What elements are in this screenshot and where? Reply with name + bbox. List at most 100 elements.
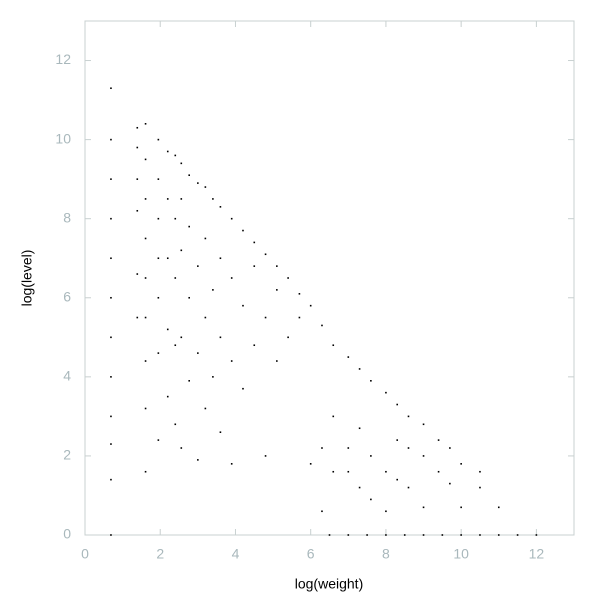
point xyxy=(321,324,323,327)
point xyxy=(144,277,147,279)
point xyxy=(370,498,372,501)
point xyxy=(136,178,139,180)
point xyxy=(157,217,160,220)
point xyxy=(174,154,177,157)
point xyxy=(358,427,361,430)
point xyxy=(188,225,190,228)
point xyxy=(204,407,207,410)
point xyxy=(110,87,112,90)
point xyxy=(157,257,160,260)
point xyxy=(437,439,440,441)
point xyxy=(347,447,350,449)
point xyxy=(347,534,350,536)
point xyxy=(479,470,481,473)
point xyxy=(180,162,183,165)
point xyxy=(197,459,199,461)
point xyxy=(180,198,183,200)
point xyxy=(204,186,207,188)
point xyxy=(166,395,169,398)
point xyxy=(174,423,177,426)
point xyxy=(321,447,323,449)
point xyxy=(110,257,112,260)
point xyxy=(219,431,222,433)
point xyxy=(197,265,199,267)
point xyxy=(144,237,147,240)
point xyxy=(332,344,335,347)
point xyxy=(497,534,500,536)
y-axis-label: log(level) xyxy=(19,250,35,307)
point xyxy=(287,336,289,339)
point xyxy=(242,387,244,390)
point xyxy=(219,336,222,339)
x-tick-label: 4 xyxy=(232,546,240,562)
point xyxy=(180,249,183,252)
point xyxy=(298,316,301,319)
point xyxy=(321,510,323,513)
point xyxy=(396,478,399,481)
point xyxy=(396,439,399,441)
point xyxy=(136,209,139,212)
x-tick-label: 0 xyxy=(81,546,89,562)
point xyxy=(188,174,190,176)
point xyxy=(110,415,112,418)
point xyxy=(264,316,267,319)
point xyxy=(230,360,233,362)
point xyxy=(422,455,425,457)
point xyxy=(479,534,481,536)
point xyxy=(180,336,183,339)
point xyxy=(332,415,335,418)
point xyxy=(347,356,350,358)
point xyxy=(460,506,462,509)
point xyxy=(298,293,301,295)
y-tick-label: 10 xyxy=(55,130,71,146)
point xyxy=(497,506,500,509)
point xyxy=(287,277,289,279)
point xyxy=(212,376,214,378)
point xyxy=(157,352,160,354)
point xyxy=(449,482,451,485)
point xyxy=(253,241,256,244)
point xyxy=(403,534,406,536)
point xyxy=(204,237,207,240)
y-tick-label: 8 xyxy=(63,209,71,225)
point xyxy=(516,534,519,536)
point xyxy=(385,470,387,473)
point xyxy=(110,296,112,299)
y-tick-label: 12 xyxy=(55,51,71,67)
point xyxy=(166,257,169,260)
point xyxy=(328,534,331,536)
point xyxy=(422,506,425,509)
point xyxy=(136,273,139,275)
point xyxy=(144,407,147,410)
point xyxy=(230,463,233,465)
plot-frame xyxy=(84,20,575,536)
point xyxy=(242,304,244,307)
point xyxy=(309,304,312,307)
point xyxy=(174,277,177,279)
point xyxy=(264,253,267,256)
point xyxy=(358,486,361,489)
point xyxy=(110,443,112,445)
point xyxy=(407,447,410,449)
point xyxy=(157,178,160,180)
point xyxy=(144,198,147,200)
point xyxy=(385,391,387,394)
point xyxy=(197,352,199,354)
point xyxy=(174,217,177,220)
point xyxy=(110,478,112,481)
point xyxy=(407,486,410,489)
point xyxy=(407,415,410,418)
point xyxy=(188,380,190,382)
point xyxy=(264,455,267,457)
point xyxy=(174,344,177,347)
point xyxy=(144,316,147,319)
point xyxy=(230,217,233,220)
point xyxy=(144,123,147,125)
point xyxy=(180,447,183,449)
point xyxy=(212,289,214,291)
y-tick-label: 2 xyxy=(63,447,71,463)
x-tick-label: 12 xyxy=(529,546,545,562)
point xyxy=(370,380,372,382)
point xyxy=(166,150,169,153)
